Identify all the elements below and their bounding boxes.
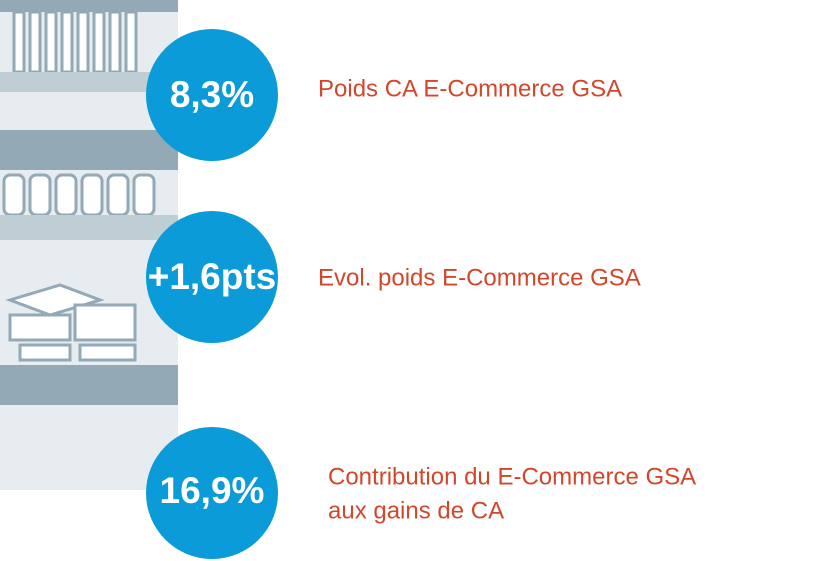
value: 16,9% [160,470,265,511]
label: Contribution du E-Commerce GSA [328,463,696,490]
item: 16,9% Contribution du E-Commerce GSA aux… [146,427,696,559]
label: Evol. poids E-Commerce GSA [318,264,641,291]
item: +1,6pts Evol. poids E-Commerce GSA [146,211,641,343]
value: 8,3% [170,74,254,115]
item: 8,3% Poids CA E-Commerce GSA [146,29,622,161]
value: +1,6pts [148,256,277,297]
circle [146,427,278,559]
circle [146,211,278,343]
label: Poids CA E-Commerce GSA [318,75,622,102]
circle [146,29,278,161]
label: aux gains de CA [328,497,504,524]
